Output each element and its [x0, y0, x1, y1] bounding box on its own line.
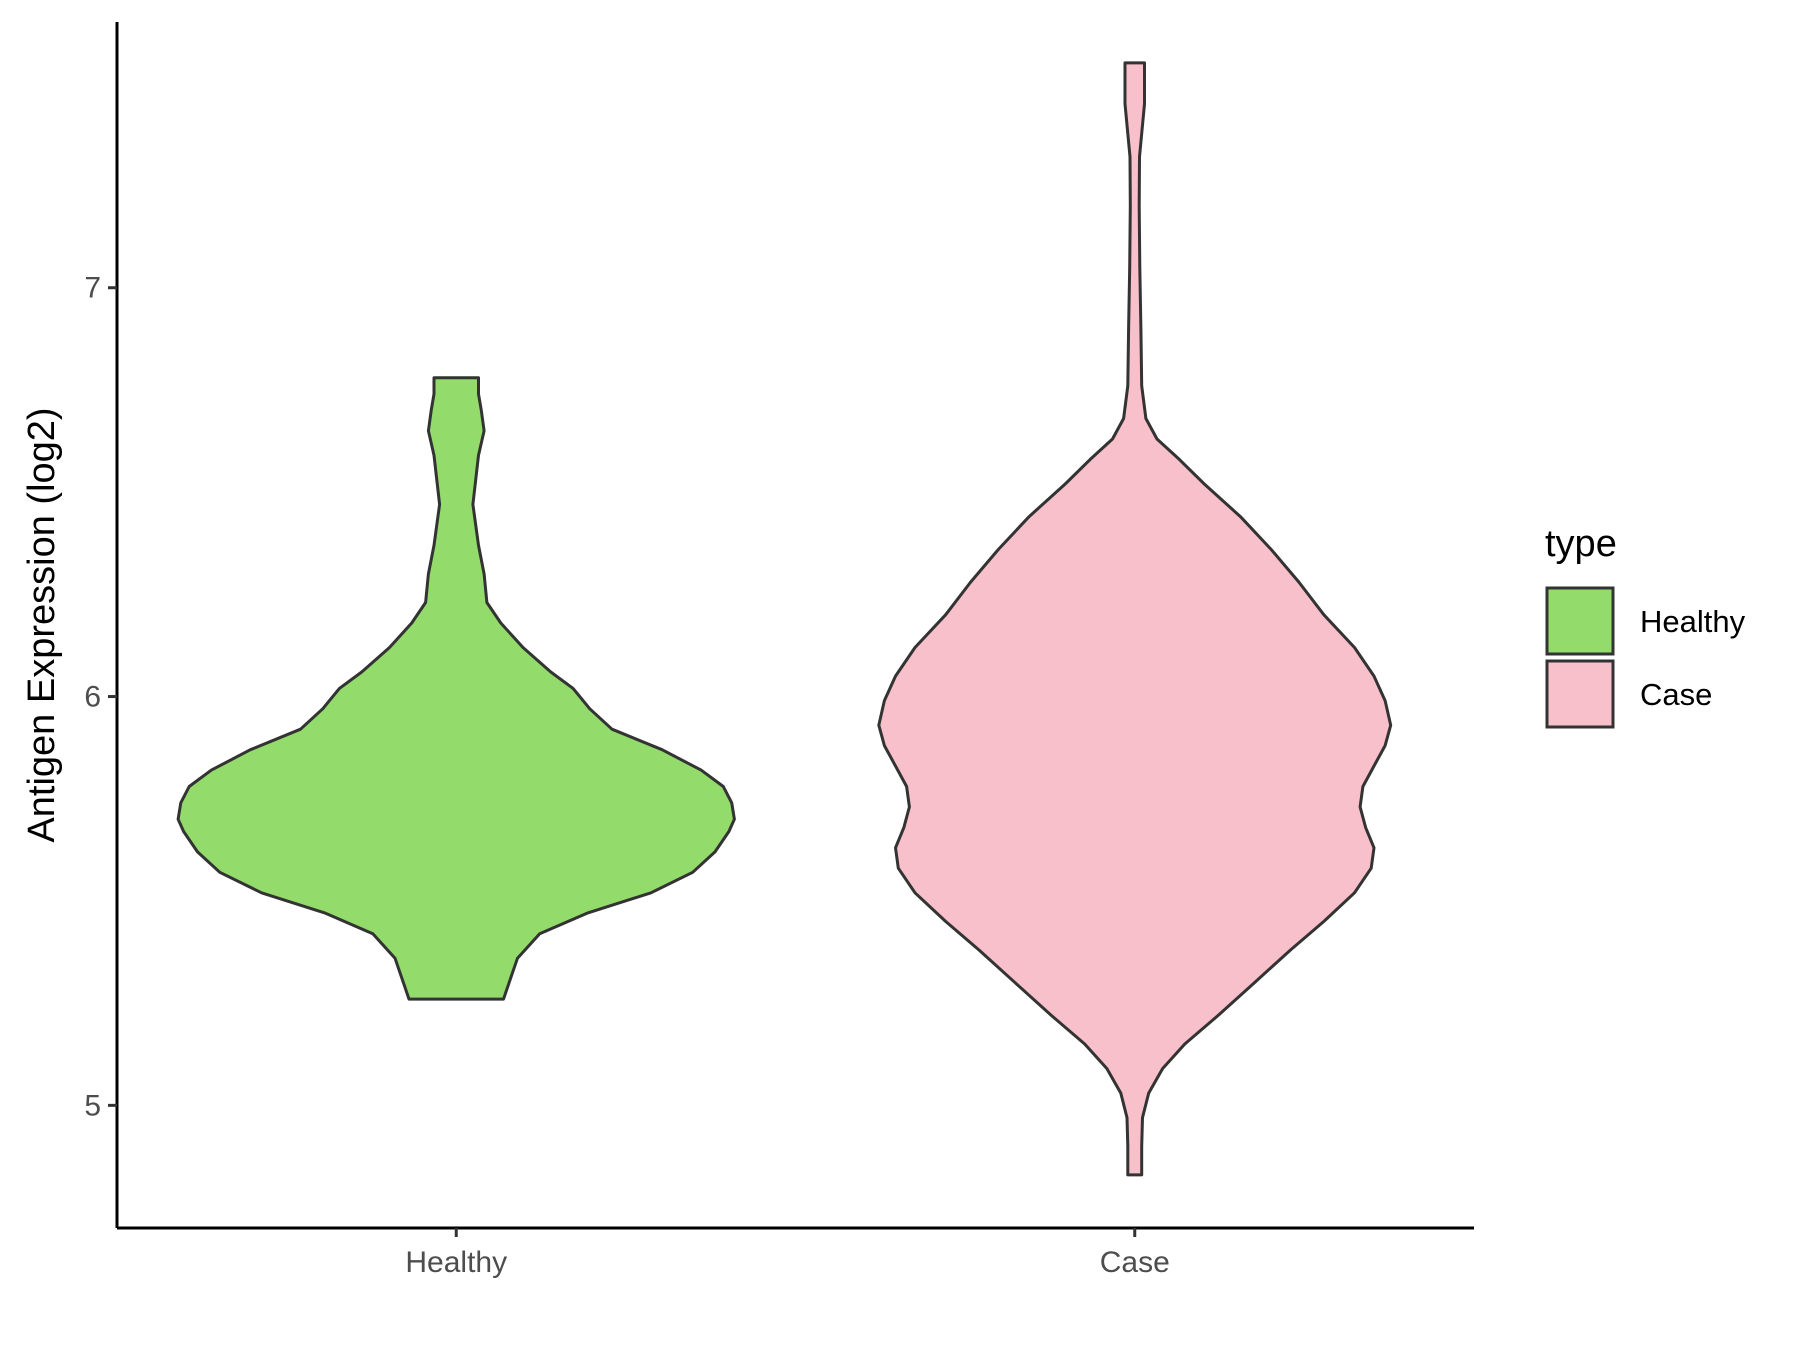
legend-key-healthy: [1545, 586, 1615, 656]
violin-healthy: [176, 376, 736, 1001]
x-tick-label: Case: [1100, 1246, 1170, 1279]
legend: type Healthy Case: [1545, 523, 1746, 729]
legend-title: type: [1545, 523, 1617, 565]
axes: [115, 22, 1474, 1230]
y-axis-title: Antigen Expression (log2): [21, 407, 63, 842]
y-tick-label: 5: [84, 1089, 101, 1122]
legend-entries: Healthy Case: [1545, 586, 1746, 729]
y-ticks: 5 6 7: [84, 272, 117, 1122]
violin-layer: [176, 61, 1393, 1177]
x-ticks: Healthy Case: [405, 1228, 1170, 1279]
violin-case: [877, 61, 1393, 1177]
legend-key-case: [1545, 659, 1615, 729]
legend-label-healthy: Healthy: [1640, 604, 1746, 639]
y-tick-label: 7: [84, 272, 101, 305]
y-tick-label: 6: [84, 681, 101, 714]
legend-label-case: Case: [1640, 677, 1712, 712]
x-tick-label: Healthy: [405, 1246, 507, 1279]
